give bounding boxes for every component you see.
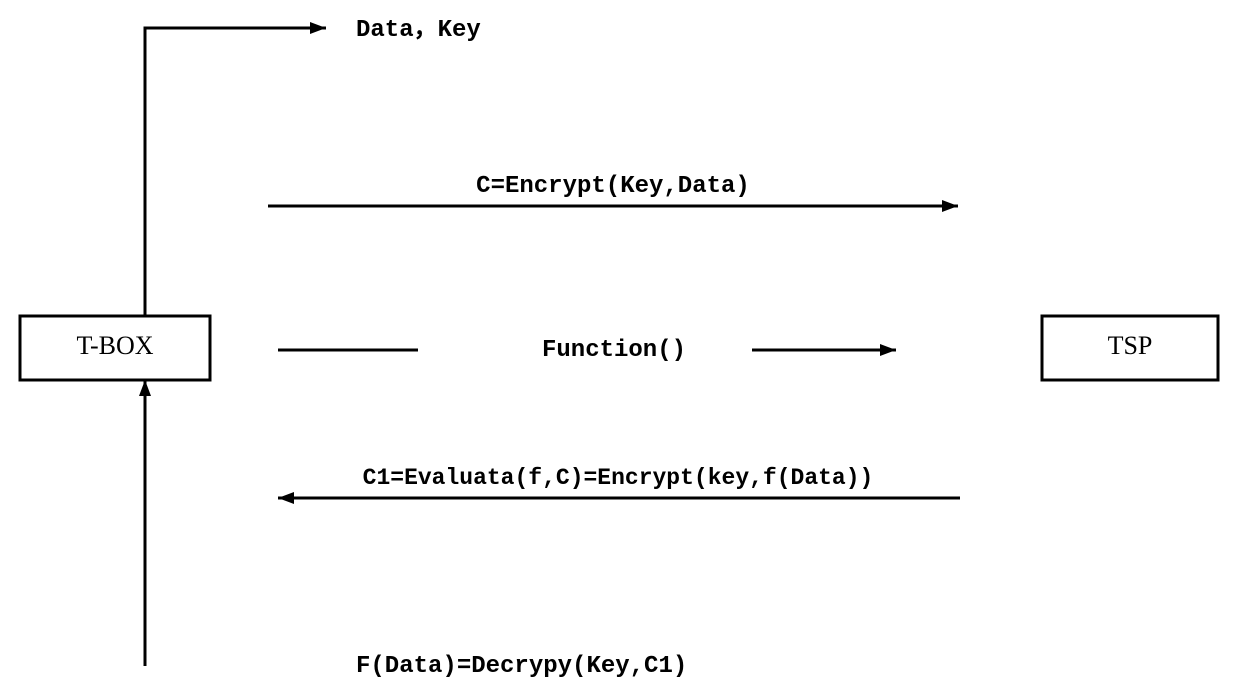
label-decrypt_up: F(Data)=Decrypy(Key,C1) <box>356 653 687 680</box>
label-encrypt_right: C=Encrypt(Key,Data) <box>476 173 750 200</box>
node-label-tsp: TSP <box>1108 331 1153 360</box>
arrow-tbox_to_datakey <box>145 28 326 316</box>
label-evaluate_left: C1=Evaluata(f,C)=Encrypt(key,f(Data)) <box>363 465 874 491</box>
diagram-canvas: T-BOX TSP Data，Key C=Encrypt(Key,Data) Funct… <box>0 0 1240 682</box>
node-label-tbox: T-BOX <box>76 331 153 360</box>
label-function_label: Function() <box>542 337 686 364</box>
label-tbox_to_datakey: Data，Key <box>356 17 481 44</box>
